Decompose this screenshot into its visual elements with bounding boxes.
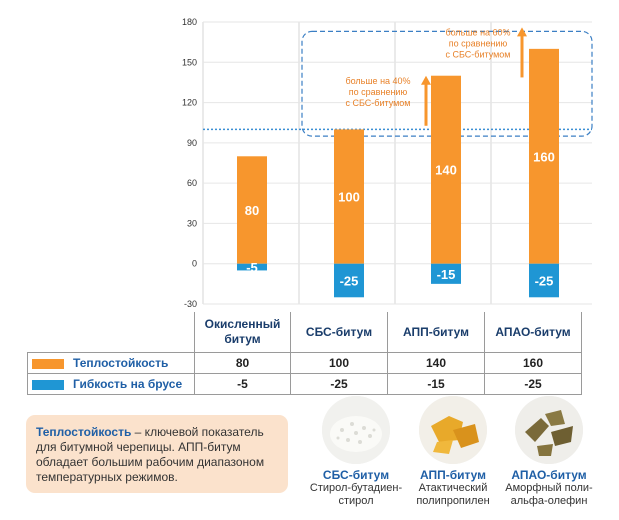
y-tick-label: 60 — [187, 178, 197, 188]
bar — [334, 129, 364, 264]
bar-value-label: -5 — [246, 260, 258, 275]
table-row: Гибкость на брусе -5 -25 -15 -25 — [27, 373, 582, 395]
material-desc: Стирол-бутадиен- — [309, 482, 403, 494]
legend-cell: Теплостойкость — [27, 352, 195, 374]
material-name: АПП-битум — [419, 468, 487, 482]
y-tick-label: 30 — [187, 218, 197, 228]
bar-value-label: 100 — [338, 190, 360, 205]
table-cell: 140 — [387, 352, 485, 374]
bar-value-label: 160 — [533, 149, 555, 164]
blue-swatch-icon — [32, 379, 64, 390]
table-cell: -15 — [387, 373, 485, 395]
data-table: Окисленный битум СБС-битум АПП-битум АПАО… — [27, 312, 582, 395]
bar — [237, 263, 267, 271]
bar-chart: 80 100 140 160 -5 -25 -15 -25 -30 0 30 60 90 120 150 1… — [182, 17, 593, 309]
bar — [237, 156, 267, 264]
dark-pieces-icon — [515, 396, 583, 464]
header-cell: АПП-битум — [387, 312, 485, 353]
header-cell: Окисленный битум — [194, 312, 291, 353]
info-note: Теплостойкость – ключевой показатель для… — [26, 415, 288, 493]
yellow-chunks-icon — [419, 396, 487, 464]
table-cell: 160 — [484, 352, 582, 374]
header-cell: АПАО-битум — [484, 312, 582, 353]
material-apao: АПАО-битум Аморфный поли- альфа-олефин — [501, 396, 597, 508]
bar — [431, 263, 461, 284]
y-tick-label: 150 — [182, 57, 197, 67]
material-sbs: СБС-битум Стирол-бутадиен- стирол — [308, 396, 404, 508]
material-desc: альфа-олефин — [510, 495, 588, 507]
table-row: Теплостойкость 80 100 140 160 — [27, 352, 582, 374]
annotations: больше на 40% по сравнению с СБС-битумом бо… — [345, 27, 527, 126]
table-cell: 80 — [194, 352, 291, 374]
arrow-head-icon — [421, 75, 431, 85]
material-desc: стирол — [338, 495, 374, 507]
gridlines — [202, 21, 592, 305]
table-corner — [27, 312, 195, 353]
y-tick-label: 120 — [182, 98, 197, 108]
table-cell: -25 — [484, 373, 582, 395]
annotation-text: больше на 40% по сравнению с СБС-битумом — [345, 76, 410, 108]
y-tick-label: 180 — [182, 17, 197, 27]
material-name: СБС-битум — [322, 468, 390, 482]
white-granules-icon — [322, 396, 390, 464]
y-tick-label: 90 — [187, 138, 197, 148]
table-cell: -25 — [290, 373, 388, 395]
material-app: АПП-битум Атактический полипропилен — [405, 396, 501, 508]
y-tick-label: -30 — [184, 299, 197, 309]
material-desc: Атактический — [418, 482, 488, 494]
annotation-text: больше на 60% по сравнению с СБС-битумом — [445, 27, 510, 59]
note-term: Теплостойкость — [36, 425, 132, 439]
y-axis-ticks: -30 0 30 60 90 120 150 180 — [182, 17, 197, 309]
material-name: АПАО-битум — [511, 468, 587, 482]
bar — [529, 48, 559, 264]
bar-value-label: -25 — [535, 274, 554, 289]
table-header-row: Окисленный битум СБС-битум АПП-битум АПАО… — [27, 312, 582, 353]
bar — [529, 263, 559, 298]
legend-cell: Гибкость на брусе — [27, 373, 195, 395]
bars: 80 100 140 160 -5 -25 -15 -25 — [237, 48, 559, 298]
y-tick-label: 0 — [192, 259, 197, 269]
table-cell: -5 — [194, 373, 291, 395]
bar-value-label: 140 — [435, 163, 457, 178]
bar-value-label: -15 — [437, 267, 456, 282]
table-cell: 100 — [290, 352, 388, 374]
header-cell: СБС-битум — [290, 312, 388, 353]
arrow-head-icon — [517, 27, 527, 37]
material-desc: полипропилен — [416, 495, 490, 507]
bar-value-label: -25 — [340, 274, 359, 289]
bar — [431, 75, 461, 264]
bar-value-label: 80 — [245, 203, 259, 218]
orange-swatch-icon — [32, 358, 64, 369]
note-text: – ключевой показатель для битумной череп… — [36, 425, 265, 484]
material-desc: Аморфный поли- — [505, 482, 593, 494]
bar — [334, 263, 364, 298]
